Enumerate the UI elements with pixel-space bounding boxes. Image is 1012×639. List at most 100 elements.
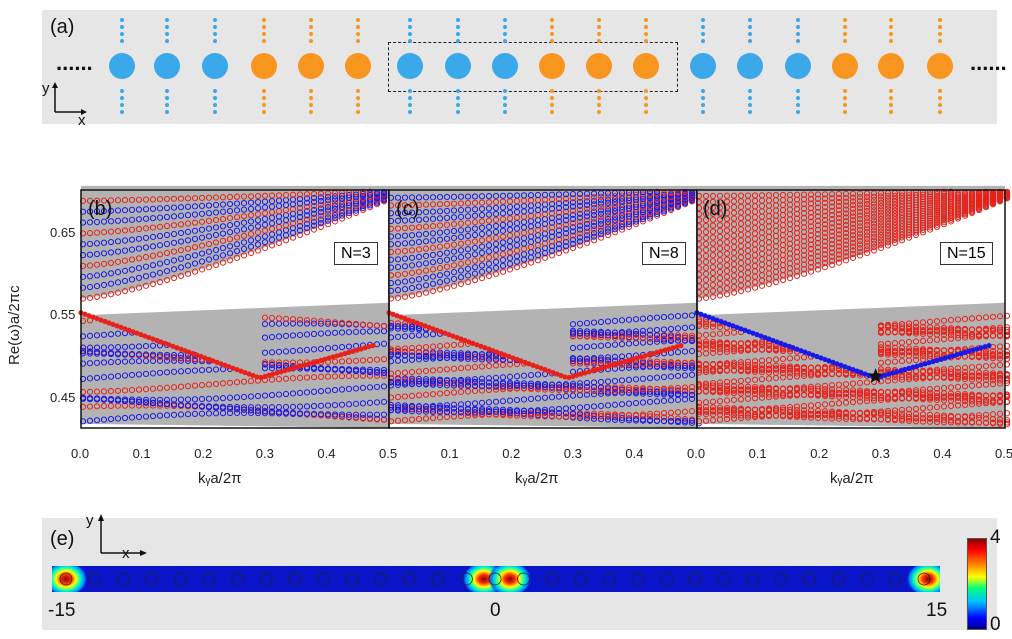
mode-point bbox=[541, 384, 549, 391]
rod-outline bbox=[202, 572, 216, 586]
mode-point bbox=[296, 204, 304, 212]
coupling-dot bbox=[644, 103, 648, 107]
edge-state-point bbox=[474, 342, 480, 348]
mode-point bbox=[142, 206, 150, 213]
mode-point bbox=[681, 334, 689, 342]
mode-point bbox=[422, 415, 430, 422]
mode-point bbox=[926, 191, 934, 198]
mode-point bbox=[835, 400, 843, 407]
mode-point bbox=[436, 279, 444, 286]
mode-point bbox=[723, 227, 731, 234]
mode-point bbox=[569, 357, 577, 365]
mode-point bbox=[352, 200, 360, 207]
mode-point bbox=[436, 379, 444, 386]
mode-point bbox=[926, 217, 934, 224]
mode-point bbox=[128, 266, 136, 273]
coupling-dot bbox=[356, 25, 360, 29]
mode-point bbox=[422, 216, 430, 223]
mode-point bbox=[331, 411, 339, 418]
mode-point bbox=[415, 253, 423, 261]
coupling-dot bbox=[120, 32, 124, 36]
mode-point bbox=[618, 192, 626, 199]
mode-point bbox=[807, 223, 815, 230]
mode-point bbox=[891, 323, 899, 330]
mode-point bbox=[436, 222, 444, 229]
mode-point bbox=[184, 357, 192, 364]
mode-point bbox=[646, 327, 654, 334]
mode-point bbox=[940, 327, 948, 335]
mode-point bbox=[478, 249, 486, 256]
mode-point bbox=[835, 199, 843, 206]
mode-point bbox=[730, 367, 738, 374]
mode-point bbox=[373, 411, 381, 418]
mode-point bbox=[415, 268, 423, 275]
mode-point bbox=[86, 294, 94, 301]
mode-point bbox=[611, 205, 619, 212]
mode-point bbox=[667, 409, 675, 416]
x-tick-label: 0.5 bbox=[379, 446, 398, 461]
mode-point bbox=[485, 379, 493, 386]
mode-point bbox=[639, 362, 647, 370]
mode-point bbox=[982, 392, 990, 399]
mode-point bbox=[219, 252, 227, 259]
mode-point bbox=[730, 390, 738, 397]
edge-state-point bbox=[894, 369, 900, 375]
mode-point bbox=[891, 192, 899, 199]
mode-point bbox=[485, 236, 493, 243]
mode-point bbox=[611, 226, 619, 233]
mode-point bbox=[93, 374, 101, 381]
mode-point bbox=[751, 192, 759, 199]
mode-point bbox=[835, 259, 843, 266]
mode-point bbox=[324, 365, 332, 372]
mode-point bbox=[93, 332, 101, 339]
mode-point bbox=[422, 260, 430, 267]
mode-point bbox=[100, 208, 108, 215]
mode-point bbox=[709, 269, 717, 277]
mode-point bbox=[884, 416, 892, 423]
mode-point bbox=[86, 197, 94, 204]
mode-point bbox=[632, 330, 640, 338]
mode-point bbox=[681, 384, 689, 391]
mode-point bbox=[709, 204, 717, 211]
mode-point bbox=[814, 248, 822, 255]
edge-state-point bbox=[730, 323, 736, 329]
mode-point bbox=[422, 267, 430, 274]
mode-point bbox=[975, 363, 983, 370]
mode-point bbox=[261, 334, 269, 341]
mode-point bbox=[716, 233, 724, 240]
coupling-dot bbox=[356, 32, 360, 36]
mode-point bbox=[527, 382, 535, 389]
coupling-dot bbox=[748, 32, 752, 36]
mode-point bbox=[142, 273, 150, 280]
mode-point bbox=[877, 349, 885, 357]
mode-point bbox=[646, 388, 654, 395]
mode-point bbox=[506, 192, 514, 199]
mode-point bbox=[807, 241, 815, 248]
mode-point bbox=[205, 381, 213, 388]
mode-point bbox=[940, 317, 948, 324]
rod-outline bbox=[402, 572, 416, 586]
mode-point bbox=[128, 350, 136, 358]
mode-point bbox=[821, 234, 829, 241]
mode-point bbox=[639, 375, 647, 382]
mode-point bbox=[443, 342, 451, 349]
mode-point bbox=[884, 196, 892, 203]
mode-point bbox=[128, 206, 136, 213]
mode-point bbox=[863, 235, 871, 243]
mode-point bbox=[933, 331, 941, 338]
mode-point bbox=[212, 395, 220, 402]
mode-point bbox=[128, 343, 136, 350]
mode-point bbox=[877, 241, 885, 248]
mode-point bbox=[359, 400, 367, 407]
mode-point bbox=[772, 408, 780, 415]
edge-state-point bbox=[270, 371, 276, 377]
bulk-band-lower bbox=[81, 302, 389, 428]
edge-state-point bbox=[410, 318, 416, 325]
mode-point bbox=[730, 348, 738, 355]
edge-state-point bbox=[718, 318, 724, 325]
mode-point bbox=[142, 399, 150, 406]
edge-state-point bbox=[222, 362, 228, 368]
mode-point bbox=[863, 409, 871, 416]
mode-point bbox=[464, 206, 472, 213]
mode-point bbox=[800, 372, 808, 379]
